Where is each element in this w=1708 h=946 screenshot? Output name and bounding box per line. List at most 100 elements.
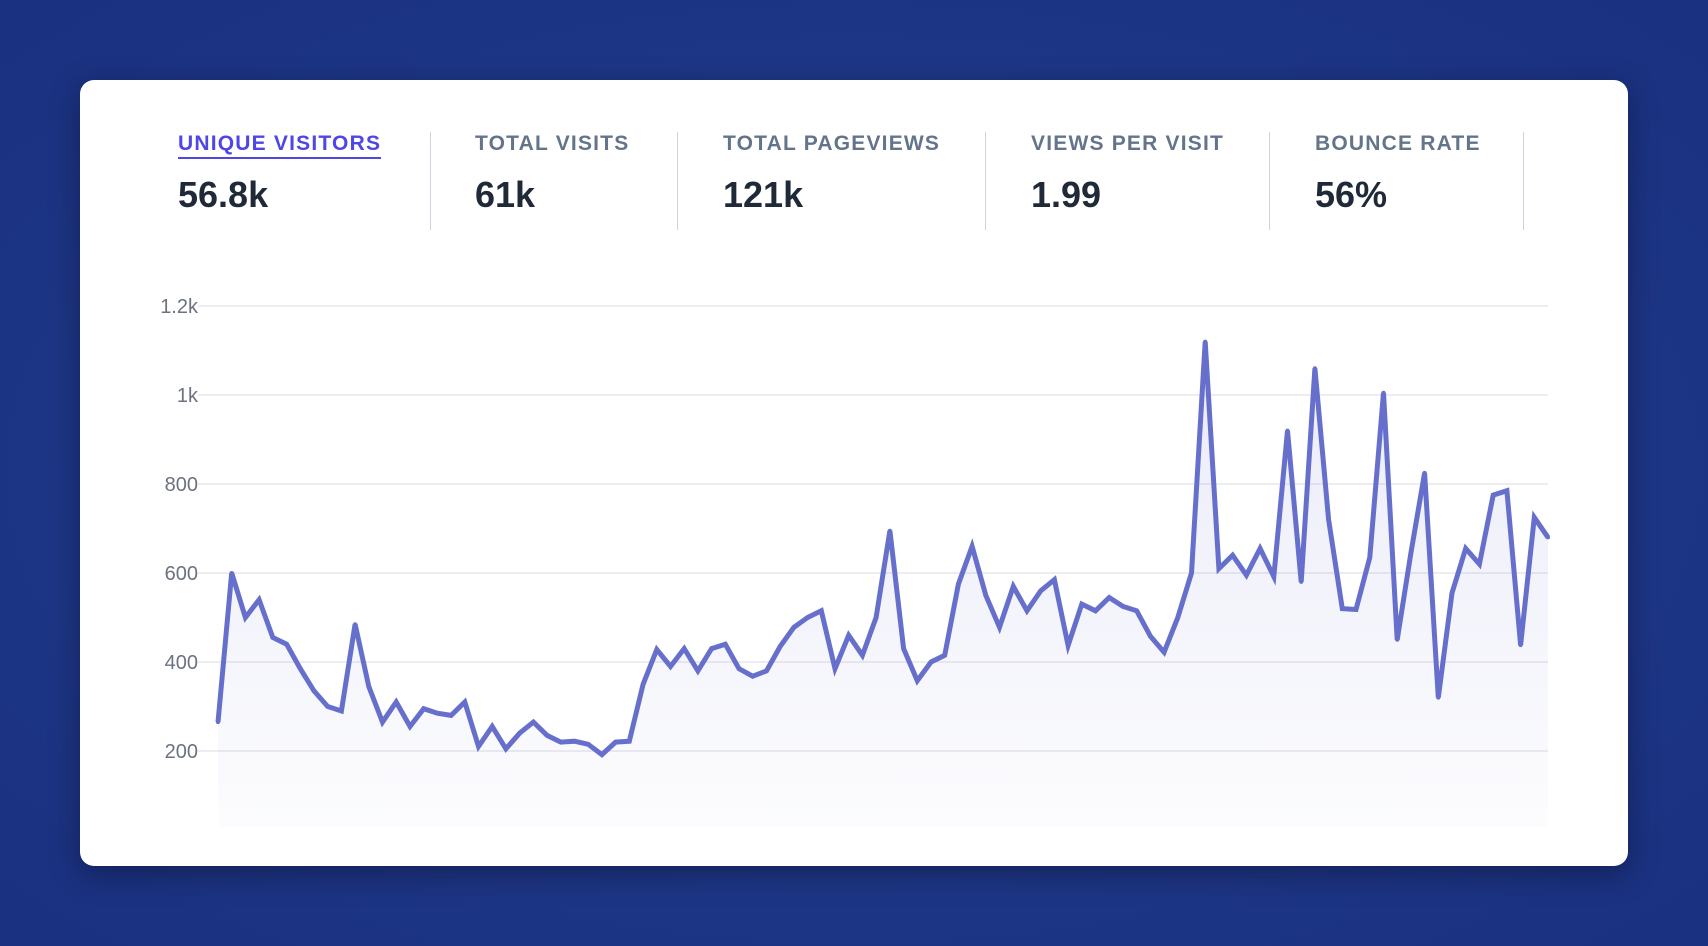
y-tick-label: 600 xyxy=(165,563,198,585)
data-point xyxy=(970,544,975,549)
data-point xyxy=(1463,546,1468,551)
data-point xyxy=(709,646,714,651)
stat-divider xyxy=(430,132,431,230)
y-tick-label: 400 xyxy=(165,652,198,674)
data-point xyxy=(956,582,961,587)
data-point xyxy=(668,664,673,669)
data-point xyxy=(545,733,550,738)
data-point xyxy=(805,615,810,620)
data-point xyxy=(462,700,467,704)
data-point xyxy=(490,724,495,729)
data-point xyxy=(1107,595,1112,600)
data-point xyxy=(1093,608,1098,613)
data-point xyxy=(874,615,879,620)
data-point xyxy=(1162,650,1167,655)
data-point xyxy=(983,593,988,598)
data-point xyxy=(558,740,563,745)
stat-value: 121k xyxy=(723,174,804,215)
data-point xyxy=(312,688,316,693)
data-point xyxy=(819,608,824,613)
data-point xyxy=(695,668,700,673)
data-point xyxy=(1340,606,1345,611)
stat-label: TOTAL VISITS xyxy=(475,132,630,155)
data-point xyxy=(380,720,385,725)
data-point xyxy=(1491,493,1496,498)
data-point xyxy=(1450,591,1454,595)
data-point xyxy=(1189,571,1194,575)
y-tick-label: 800 xyxy=(165,474,198,496)
data-point xyxy=(942,653,947,658)
data-point xyxy=(1052,577,1057,582)
data-point xyxy=(435,711,440,716)
data-point xyxy=(284,642,289,647)
data-point xyxy=(572,739,577,744)
stat-divider xyxy=(677,132,678,230)
series-line xyxy=(215,341,1551,758)
data-point xyxy=(1546,535,1550,540)
data-point xyxy=(216,720,220,725)
y-axis-ticks: 200 400 600 800 1k 1.2k xyxy=(160,296,199,763)
y-tick-label: 200 xyxy=(165,741,198,763)
data-point xyxy=(1326,517,1331,522)
stat-divider xyxy=(1523,132,1524,230)
analytics-card: UNIQUE VISITORS 56.8k TOTAL VISITS 61k T… xyxy=(80,80,1628,866)
data-point xyxy=(1244,573,1249,578)
stat-value: 1.99 xyxy=(1031,174,1102,215)
data-point xyxy=(682,646,687,651)
stat-value: 56% xyxy=(1315,174,1388,215)
data-point xyxy=(1134,608,1139,613)
data-point xyxy=(860,653,865,658)
data-point xyxy=(353,622,358,627)
data-point xyxy=(737,666,741,671)
data-point xyxy=(1203,339,1208,344)
visitors-chart[interactable]: 200 400 600 800 1k 1.2k xyxy=(80,80,1628,866)
data-point xyxy=(1367,555,1372,560)
data-point xyxy=(1216,566,1221,571)
stat-label: UNIQUE VISITORS xyxy=(178,132,382,159)
stat-value: 61k xyxy=(475,174,536,215)
data-point xyxy=(1148,634,1153,639)
data-point xyxy=(1477,562,1482,567)
data-point xyxy=(1175,615,1180,620)
y-tick-label: 1k xyxy=(177,385,199,407)
data-point xyxy=(778,644,783,649)
data-point xyxy=(1011,584,1016,589)
data-point xyxy=(1518,643,1523,648)
data-point xyxy=(1408,551,1413,555)
data-point xyxy=(1299,579,1304,584)
data-point xyxy=(394,700,399,704)
data-point xyxy=(1025,608,1029,613)
data-point xyxy=(764,668,769,673)
data-point xyxy=(1532,515,1537,520)
data-point xyxy=(339,709,344,713)
data-point xyxy=(833,666,837,671)
data-point xyxy=(1120,604,1125,609)
data-point xyxy=(1504,488,1509,493)
data-point xyxy=(654,647,659,652)
data-point xyxy=(791,625,796,630)
data-point xyxy=(915,678,920,683)
data-point xyxy=(257,597,262,602)
stat-label: TOTAL PAGEVIEWS xyxy=(723,132,941,155)
data-point xyxy=(750,674,755,679)
data-point xyxy=(1436,695,1441,700)
data-point xyxy=(531,720,536,725)
data-point xyxy=(408,724,412,729)
data-point xyxy=(723,642,728,647)
data-point xyxy=(997,625,1002,630)
data-point xyxy=(243,615,248,620)
data-point xyxy=(1354,607,1358,612)
stat-value: 56.8k xyxy=(178,174,269,215)
data-point xyxy=(270,635,275,640)
data-point xyxy=(517,731,522,736)
data-point xyxy=(1312,366,1317,371)
data-point xyxy=(229,571,234,575)
data-point xyxy=(421,706,426,711)
data-points xyxy=(216,339,1550,757)
data-point xyxy=(1422,470,1427,475)
data-point xyxy=(1230,553,1235,558)
stat-divider xyxy=(985,132,986,230)
data-point xyxy=(901,646,906,651)
data-point xyxy=(1066,643,1071,648)
data-point xyxy=(298,666,303,671)
